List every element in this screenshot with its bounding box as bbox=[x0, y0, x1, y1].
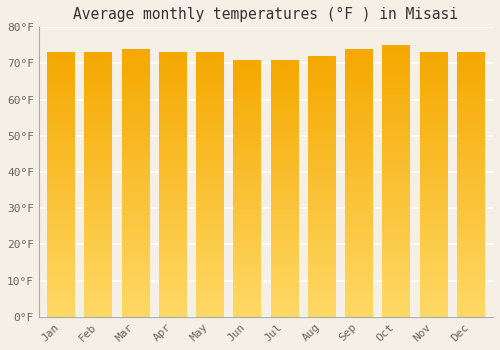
Title: Average monthly temperatures (°F ) in Misasi: Average monthly temperatures (°F ) in Mi… bbox=[74, 7, 458, 22]
